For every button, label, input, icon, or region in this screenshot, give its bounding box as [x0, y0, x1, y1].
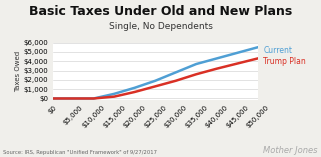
Current — [256, 46, 260, 48]
Text: Current: Current — [263, 46, 292, 54]
Line: Current: Current — [53, 47, 258, 98]
Current — [235, 52, 239, 54]
Current — [51, 97, 55, 99]
Text: Single, No Dependents: Single, No Dependents — [108, 22, 213, 31]
Trump Plan — [256, 57, 260, 59]
Text: Basic Taxes Under Old and New Plans: Basic Taxes Under Old and New Plans — [29, 5, 292, 18]
Text: Mother Jones: Mother Jones — [263, 146, 318, 155]
Line: Trump Plan: Trump Plan — [53, 58, 258, 98]
Current — [194, 63, 198, 65]
Trump Plan — [51, 97, 55, 99]
Current — [92, 97, 96, 99]
Current — [133, 87, 137, 89]
Trump Plan — [112, 96, 116, 97]
Trump Plan — [194, 73, 198, 75]
Trump Plan — [215, 68, 219, 70]
Current — [153, 80, 157, 82]
Trump Plan — [174, 80, 178, 82]
Trump Plan — [235, 63, 239, 65]
Trump Plan — [92, 97, 96, 99]
Y-axis label: Taxes Owed: Taxes Owed — [15, 51, 21, 92]
Current — [174, 71, 178, 73]
Current — [112, 93, 116, 95]
Trump Plan — [133, 91, 137, 93]
Current — [215, 57, 219, 59]
Text: Source: IRS, Republican "Unified Framework" of 9/27/2017: Source: IRS, Republican "Unified Framewo… — [3, 150, 157, 155]
Text: Trump Plan: Trump Plan — [263, 57, 306, 66]
Trump Plan — [153, 85, 157, 87]
